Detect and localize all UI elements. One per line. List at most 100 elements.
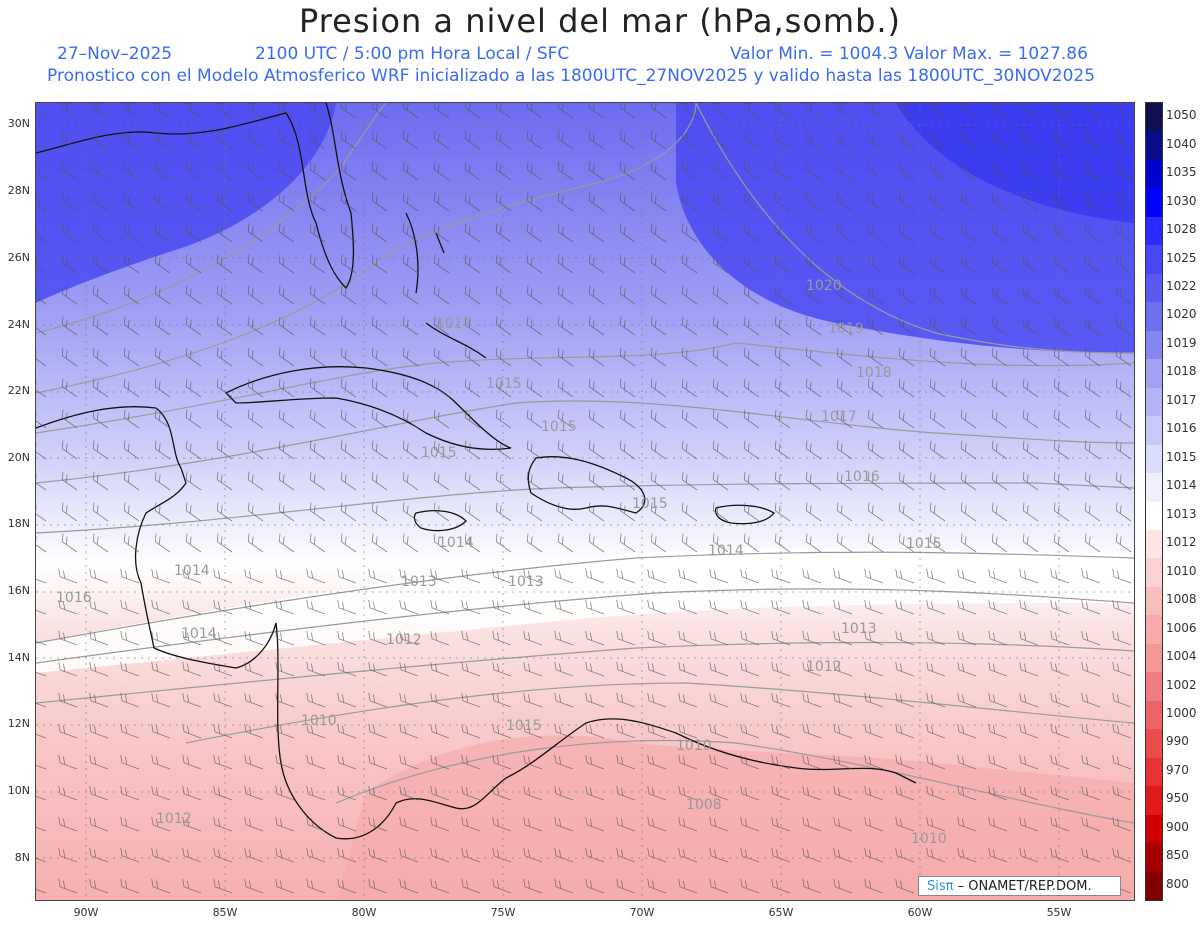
wind-barb — [1084, 533, 1101, 553]
wind-barb — [120, 754, 140, 770]
wind-barb — [36, 502, 47, 522]
wind-barb — [309, 502, 326, 522]
wind-barb — [898, 192, 915, 212]
wind-barb — [523, 878, 543, 894]
wind-barb — [898, 316, 915, 336]
wind-barb — [988, 723, 1008, 739]
wind-barb — [340, 161, 357, 181]
wind-barb — [1115, 471, 1132, 491]
wind-barb — [647, 599, 667, 615]
color-bar-cell — [1146, 159, 1162, 189]
wind-barb — [1022, 409, 1039, 429]
wind-barb — [1115, 161, 1132, 181]
wind-barb — [1115, 223, 1132, 243]
wind-barb — [523, 630, 543, 646]
wind-barb — [123, 192, 140, 212]
wind-barb — [554, 723, 574, 739]
wind-barb — [123, 161, 140, 181]
wind-barb — [123, 103, 140, 119]
wind-barb — [402, 316, 419, 336]
wind-barb — [681, 285, 698, 305]
lon-label: 85W — [212, 906, 238, 919]
color-bar-label: 1028 — [1166, 222, 1197, 237]
wind-barb — [120, 723, 140, 739]
wind-barb — [492, 878, 512, 894]
wind-barb — [585, 878, 605, 894]
wind-barb — [929, 502, 946, 522]
wind-barb — [1022, 533, 1039, 553]
wind-barb — [61, 285, 78, 305]
wind-barb — [712, 192, 729, 212]
wind-barb — [495, 533, 512, 553]
wind-barb — [92, 471, 109, 491]
wind-barb — [123, 130, 140, 150]
wind-barb — [1084, 471, 1101, 491]
wind-barb — [340, 285, 357, 305]
wind-barb — [337, 878, 357, 894]
wind-barb — [774, 409, 791, 429]
wind-barb — [650, 254, 667, 274]
wind-barb — [216, 409, 233, 429]
wind-barb — [1053, 471, 1070, 491]
wind-barb — [337, 630, 357, 646]
wind-barb — [1050, 723, 1070, 739]
wind-barb — [278, 347, 295, 367]
wind-barb — [495, 378, 512, 398]
wind-barb — [430, 630, 450, 646]
wind-barb — [247, 409, 264, 429]
wind-barb — [836, 103, 853, 119]
wind-barb — [588, 440, 605, 460]
wind-barb — [213, 754, 233, 770]
wind-barb — [1115, 502, 1132, 522]
wind-barb — [123, 502, 140, 522]
wind-barb — [957, 754, 977, 770]
wind-barb — [712, 471, 729, 491]
wind-barb — [743, 223, 760, 243]
wind-barb — [120, 661, 140, 677]
wind-barb — [650, 440, 667, 460]
color-bar-label: 1014 — [1166, 478, 1197, 493]
wind-barb — [1115, 254, 1132, 274]
wind-barb — [154, 440, 171, 460]
wind-barb — [712, 254, 729, 274]
wind-barb — [740, 878, 760, 894]
wind-barb — [340, 533, 357, 553]
wind-barb — [216, 285, 233, 305]
wind-barb — [340, 502, 357, 522]
wind-barb — [712, 285, 729, 305]
wind-barb — [774, 130, 791, 150]
wind-barb — [36, 471, 47, 491]
wind-barb — [991, 533, 1008, 553]
wind-barb — [58, 754, 78, 770]
wind-barb — [309, 409, 326, 429]
wind-barb — [247, 471, 264, 491]
wind-barb — [309, 192, 326, 212]
color-bar-label: 970 — [1166, 762, 1189, 777]
wind-barb — [805, 409, 822, 429]
contour-label: 1016 — [56, 590, 92, 606]
wind-barb — [523, 847, 543, 863]
wind-barb — [864, 816, 884, 832]
wind-barb — [771, 754, 791, 770]
wind-barb — [1081, 692, 1101, 708]
wind-barb — [743, 347, 760, 367]
wind-barb — [681, 533, 698, 553]
wind-barb — [464, 378, 481, 398]
wind-barb — [650, 316, 667, 336]
wind-barb — [433, 161, 450, 181]
wind-barb — [895, 568, 915, 584]
wind-barb — [991, 103, 1008, 119]
wind-barb — [89, 692, 109, 708]
contour-label: 1015 — [906, 536, 942, 552]
contour-label: 1013 — [841, 621, 877, 637]
wind-barb — [120, 847, 140, 863]
wind-barb — [988, 692, 1008, 708]
wind-barb — [275, 630, 295, 646]
wind-barb — [681, 440, 698, 460]
wind-barb — [740, 568, 760, 584]
color-bar-label: 1022 — [1166, 279, 1197, 294]
wind-barb — [1050, 630, 1070, 646]
wind-barb — [616, 754, 636, 770]
wind-barb — [1050, 599, 1070, 615]
wind-barb — [461, 878, 481, 894]
